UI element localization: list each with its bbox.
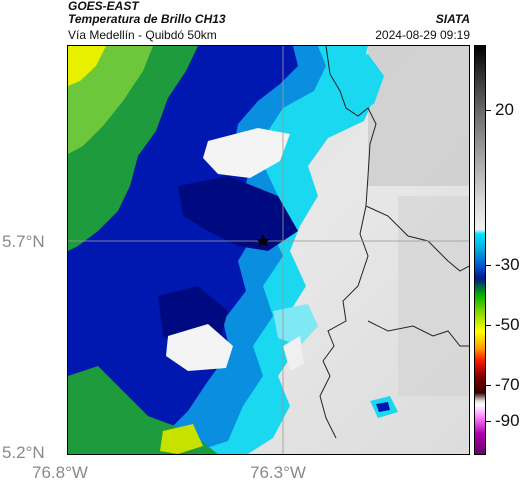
brightness-temperature-map[interactable]	[67, 45, 470, 455]
colorbar	[474, 45, 486, 455]
cloud-yellow	[68, 46, 106, 86]
map-title: Temperatura de Brillo CH13	[68, 12, 226, 26]
cloud-lightgreen	[68, 46, 153, 154]
admin-boundary-south	[367, 320, 469, 347]
star-icon	[255, 234, 271, 248]
colorbar-tick	[486, 421, 491, 422]
colorbar-tick	[486, 110, 491, 111]
warm-region-ne	[368, 46, 469, 186]
warm-region-e	[398, 196, 469, 396]
lon-label-east: 76.3°W	[250, 463, 306, 482]
clear-patch-north	[203, 128, 290, 178]
admin-boundary-east	[319, 46, 377, 439]
lon-label-west: 76.8°W	[32, 463, 88, 482]
clear-patch-se	[283, 336, 304, 371]
cloud-yellow-south	[160, 424, 203, 454]
colorbar-label: -30	[495, 255, 520, 274]
map-subtitle: Vía Medellín - Quibdó 50km	[68, 28, 217, 42]
lat-label-south: 5.2°N	[2, 443, 45, 462]
cloud-light-cyan	[273, 304, 318, 346]
colorbar-tick	[486, 325, 491, 326]
colorbar-label: -70	[495, 375, 520, 394]
cloud-dark-blue-core	[178, 176, 298, 251]
timestamp-label: 2024-08-29 09:19	[375, 28, 470, 42]
organization-label: SIATA	[435, 12, 470, 26]
map-canvas	[68, 46, 469, 454]
lat-label-north: 5.7°N	[2, 232, 45, 251]
colorbar-label: -90	[495, 411, 520, 430]
colorbar-label: -50	[495, 315, 520, 334]
clear-patch-south	[166, 324, 233, 371]
cloud-blue-small	[376, 402, 390, 412]
agency-label: GOES-EAST	[68, 0, 139, 13]
colorbar-tick	[486, 265, 491, 266]
colorbar-tick	[486, 385, 491, 386]
colorbar-label: 20	[495, 100, 514, 119]
